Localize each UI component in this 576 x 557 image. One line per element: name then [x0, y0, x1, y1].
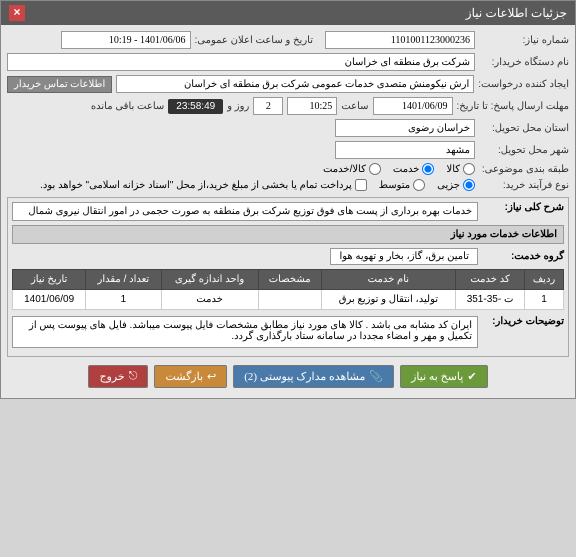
requester-label: ایجاد کننده درخواست:: [478, 79, 569, 90]
deadline-label: مهلت ارسال پاسخ: تا تاریخ:: [457, 101, 569, 112]
th-index: ردیف: [525, 270, 564, 290]
title-bar: جزئیات اطلاعات نیاز ×: [1, 1, 575, 25]
general-desc-box: خدمات بهره برداری از پست های فوق توزیع ش…: [12, 202, 478, 221]
cat-goods-service-radio[interactable]: کالا/خدمت: [323, 163, 381, 175]
announce-label: تاریخ و ساعت اعلان عمومی:: [195, 35, 314, 46]
attachments-button[interactable]: 📎 مشاهده مدارک پیوستی (2): [233, 365, 394, 388]
group-value-box: تامین برق، گاز، بخار و تهویه هوا: [330, 248, 478, 265]
proc-medium-radio[interactable]: متوسط: [379, 179, 425, 191]
details-section: شرح کلی نیاز: خدمات بهره برداری از پست ه…: [7, 197, 569, 357]
proc-minor-radio[interactable]: جزیی: [437, 179, 475, 191]
cat-goods-radio[interactable]: کالا: [446, 163, 475, 175]
back-icon: ↩: [207, 370, 216, 383]
exit-icon: ⎋: [129, 370, 138, 383]
payment-checkbox[interactable]: پرداخت تمام یا بخشی از مبلغ خرید،از محل …: [40, 179, 367, 191]
close-icon[interactable]: ×: [9, 5, 25, 21]
need-number-label: شماره نیاز:: [479, 35, 569, 46]
services-table: ردیف کد خدمت نام خدمت مشخصات واحد اندازه…: [12, 269, 564, 310]
need-number-field[interactable]: [325, 31, 475, 49]
footer-buttons: ✔ پاسخ به نیاز 📎 مشاهده مدارک پیوستی (2)…: [7, 357, 569, 392]
countdown-box: 23:58:49: [168, 99, 223, 114]
exit-button[interactable]: ⎋ خروج: [88, 365, 148, 388]
form-body: شماره نیاز: تاریخ و ساعت اعلان عمومی: نا…: [1, 25, 575, 398]
deadline-date-field[interactable]: [373, 97, 453, 115]
process-radio-group: جزیی متوسط پرداخت تمام یا بخشی از مبلغ خ…: [40, 179, 475, 191]
requester-field[interactable]: [116, 75, 474, 93]
buyer-notes-label: توضیحات خریدار:: [484, 316, 564, 327]
th-name: نام خدمت: [321, 270, 455, 290]
group-label: گروه خدمت:: [484, 251, 564, 262]
city-field[interactable]: [335, 141, 475, 159]
back-button[interactable]: ↩ بازگشت: [154, 365, 227, 388]
th-spec: مشخصات: [258, 270, 321, 290]
deadline-time-field[interactable]: [287, 97, 337, 115]
services-info-header: اطلاعات خدمات مورد نیاز: [12, 225, 564, 244]
category-radio-group: کالا خدمت کالا/خدمت: [323, 163, 475, 175]
cat-service-radio[interactable]: خدمت: [393, 163, 435, 175]
days-field[interactable]: [253, 97, 283, 115]
th-date: تاریخ نیاز: [13, 270, 86, 290]
announce-field[interactable]: [61, 31, 191, 49]
check-icon: ✔: [467, 370, 476, 383]
time-label-1: ساعت: [341, 101, 368, 112]
attachment-icon: 📎: [369, 370, 383, 383]
th-unit: واحد اندازه گیری: [161, 270, 258, 290]
buyer-notes-box: ایران کد مشابه می باشد . کالا های مورد ن…: [12, 316, 478, 348]
buyer-org-field[interactable]: [7, 53, 475, 71]
window-title: جزئیات اطلاعات نیاز: [466, 6, 567, 20]
main-window: جزئیات اطلاعات نیاز × شماره نیاز: تاریخ …: [0, 0, 576, 399]
general-desc-label: شرح کلی نیاز:: [484, 202, 564, 213]
province-label: استان محل تحویل:: [479, 123, 569, 134]
process-label: نوع فرآیند خرید:: [479, 180, 569, 191]
th-code: کد خدمت: [456, 270, 525, 290]
buyer-org-label: نام دستگاه خریدار:: [479, 57, 569, 68]
respond-button[interactable]: ✔ پاسخ به نیاز: [400, 365, 487, 388]
city-label: شهر محل تحویل:: [479, 145, 569, 156]
days-label: روز و: [227, 101, 249, 112]
th-qty: تعداد / مقدار: [86, 270, 161, 290]
table-row[interactable]: 1 ت -35-351 تولید، انتقال و توزیع برق خد…: [13, 290, 564, 310]
table-header-row: ردیف کد خدمت نام خدمت مشخصات واحد اندازه…: [13, 270, 564, 290]
category-label: طبقه بندی موضوعی:: [479, 164, 569, 175]
contact-buyer-button[interactable]: اطلاعات تماس خریدار: [7, 76, 112, 93]
remaining-label: ساعت باقی مانده: [91, 101, 164, 112]
province-field[interactable]: [335, 119, 475, 137]
